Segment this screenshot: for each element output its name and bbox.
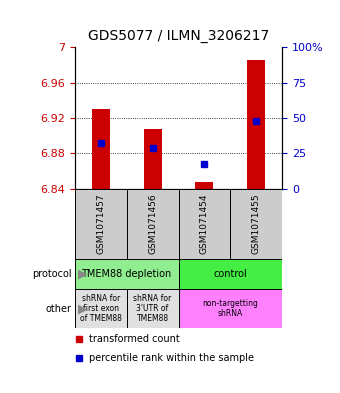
Bar: [178, 289, 282, 328]
Text: non-targetting
shRNA: non-targetting shRNA: [202, 299, 258, 318]
Text: shRNA for
3'UTR of
TMEM88: shRNA for 3'UTR of TMEM88: [133, 294, 172, 323]
Text: GSM1071454: GSM1071454: [200, 194, 209, 254]
Text: TMEM88 depletion: TMEM88 depletion: [82, 269, 172, 279]
Bar: [75, 189, 126, 259]
Text: ▶: ▶: [78, 302, 88, 315]
Text: protocol: protocol: [32, 269, 71, 279]
Bar: [75, 259, 178, 289]
Bar: [195, 182, 214, 189]
Bar: [247, 61, 265, 189]
Bar: [143, 129, 162, 189]
Bar: [92, 109, 110, 189]
Bar: [126, 189, 178, 259]
Bar: [75, 289, 126, 328]
Text: shRNA for
first exon
of TMEM88: shRNA for first exon of TMEM88: [80, 294, 122, 323]
Bar: [231, 189, 282, 259]
Bar: [178, 259, 282, 289]
Title: GDS5077 / ILMN_3206217: GDS5077 / ILMN_3206217: [88, 29, 269, 43]
Text: control: control: [214, 269, 247, 279]
Text: GSM1071457: GSM1071457: [96, 194, 105, 254]
Text: other: other: [46, 303, 71, 314]
Text: ▶: ▶: [78, 268, 88, 281]
Text: GSM1071456: GSM1071456: [148, 194, 157, 254]
Text: transformed count: transformed count: [89, 334, 180, 344]
Text: GSM1071455: GSM1071455: [252, 194, 261, 254]
Text: percentile rank within the sample: percentile rank within the sample: [89, 353, 254, 363]
Bar: [126, 289, 178, 328]
Bar: [178, 189, 231, 259]
